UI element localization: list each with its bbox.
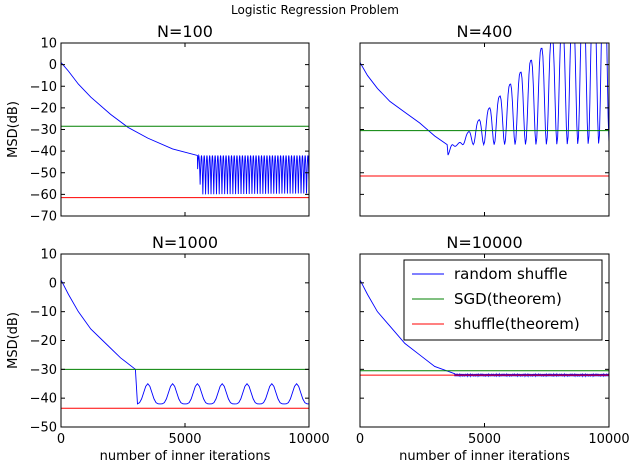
y-tick-label: 0 — [49, 276, 57, 291]
y-tick-label: −50 — [30, 421, 57, 436]
x-tick-label: 0 — [356, 432, 364, 447]
plot-frame — [60, 42, 310, 217]
y-axis-label: MSD(dB) — [6, 312, 21, 369]
y-tick-label: −50 — [30, 166, 57, 181]
plot-frame — [60, 253, 310, 428]
y-tick-label: −10 — [30, 305, 57, 320]
x-tick-label: 5000 — [468, 432, 501, 447]
y-tick-label: −10 — [30, 80, 57, 95]
subplot-title: N=10000 — [446, 233, 522, 252]
subplot-title: N=100 — [157, 22, 213, 41]
legend-label-random_shuffle: random shuffle — [454, 265, 568, 283]
x-axis-label: number of inner iterations — [399, 449, 570, 464]
y-tick-label: −30 — [30, 363, 57, 378]
subplot-title: N=1000 — [152, 233, 218, 252]
x-tick-label: 10000 — [288, 432, 329, 447]
legend: random shuffle SGD(theorem) shuffle(theore… — [403, 259, 603, 341]
y-tick-label: −70 — [30, 210, 57, 225]
x-tick-label: 5000 — [168, 432, 201, 447]
y-tick-label: −20 — [30, 101, 57, 116]
y-tick-label: −20 — [30, 334, 57, 349]
subplot-4: N=10000 0 5000 10000 number of inner iterati… — [356, 233, 630, 464]
y-tick-label: −60 — [30, 188, 57, 203]
subplot-1: N=100 10 0 −10 −20 −30 −40 −50 −60 −70 MSD(dB) — [6, 22, 310, 225]
legend-label-sgd_theorem: SGD(theorem) — [454, 290, 562, 308]
figure-title: Logistic Regression Problem — [231, 3, 399, 17]
y-tick-label: 10 — [40, 37, 57, 52]
plot-frame — [359, 42, 610, 217]
subplot-2: N=400 — [359, 22, 610, 217]
y-tick-label: 0 — [49, 58, 57, 73]
series-line-random_shuffle — [61, 279, 309, 405]
legend-box — [403, 259, 603, 341]
x-tick-label: 0 — [57, 432, 65, 447]
y-tick-label: −30 — [30, 123, 57, 138]
y-tick-label: −40 — [30, 392, 57, 407]
y-axis-label: MSD(dB) — [6, 101, 21, 158]
y-tick-label: −40 — [30, 145, 57, 160]
series-line-random_shuffle — [360, 279, 609, 378]
x-axis-label: number of inner iterations — [100, 449, 271, 464]
subplot-title: N=400 — [457, 22, 513, 41]
subplots: N=100 10 0 −10 −20 −30 −40 −50 −60 −70 MSD(dB) N=40… — [6, 22, 630, 464]
y-tick-label: 10 — [40, 248, 57, 263]
series-line-random_shuffle — [61, 62, 309, 195]
series-line-random_shuffle — [360, 43, 609, 156]
legend-label-shuffle_theorem: shuffle(theorem) — [454, 315, 580, 333]
x-tick-label: 10000 — [588, 432, 629, 447]
